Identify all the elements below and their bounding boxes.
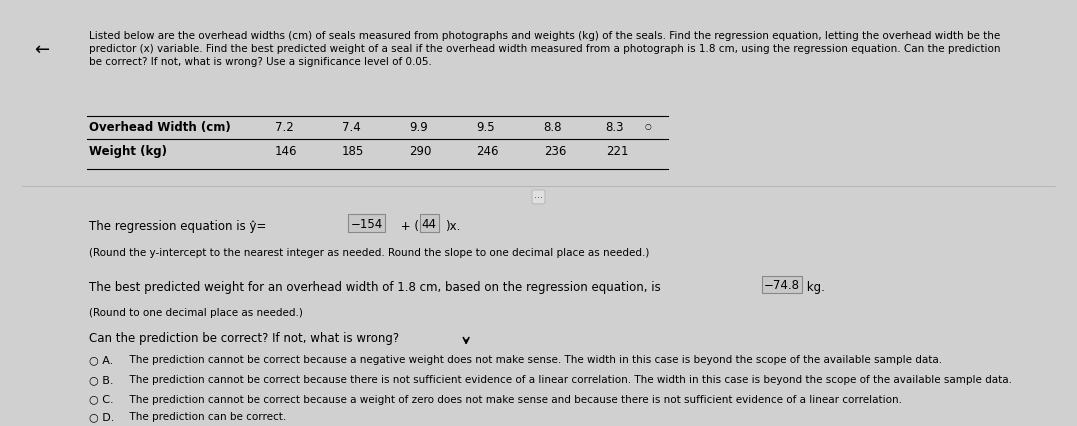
Text: 221: 221 <box>605 145 628 158</box>
Text: 44: 44 <box>422 217 436 230</box>
Text: ○ D.: ○ D. <box>88 412 114 421</box>
Text: ○: ○ <box>645 122 652 131</box>
Text: 290: 290 <box>409 145 432 158</box>
Text: The prediction can be correct.: The prediction can be correct. <box>123 412 286 421</box>
Text: −74.8: −74.8 <box>764 279 800 291</box>
Text: 246: 246 <box>476 145 499 158</box>
Text: )x.: )x. <box>446 219 461 232</box>
Text: kg.: kg. <box>803 280 825 294</box>
Text: ○ C.: ○ C. <box>88 394 113 404</box>
Text: (Round to one decimal place as needed.): (Round to one decimal place as needed.) <box>88 307 303 317</box>
Text: 146: 146 <box>275 145 297 158</box>
Text: 9.9: 9.9 <box>409 121 428 134</box>
Text: The best predicted weight for an overhead width of 1.8 cm, based on the regressi: The best predicted weight for an overhea… <box>88 280 665 294</box>
Text: 185: 185 <box>342 145 364 158</box>
Text: ○ A.: ○ A. <box>88 354 113 364</box>
Text: The prediction cannot be correct because there is not sufficient evidence of a l: The prediction cannot be correct because… <box>123 374 1012 385</box>
Text: ···: ··· <box>534 193 543 202</box>
Text: 9.5: 9.5 <box>476 121 495 134</box>
Text: 8.3: 8.3 <box>605 121 625 134</box>
Text: ←: ← <box>34 41 50 59</box>
Text: 7.2: 7.2 <box>275 121 294 134</box>
Text: Can the prediction be correct? If not, what is wrong?: Can the prediction be correct? If not, w… <box>88 331 398 345</box>
Text: Weight (kg): Weight (kg) <box>88 145 167 158</box>
Text: −154: −154 <box>350 217 382 230</box>
Text: The prediction cannot be correct because a weight of zero does not make sense an: The prediction cannot be correct because… <box>123 394 901 404</box>
Text: 236: 236 <box>544 145 567 158</box>
Text: 7.4: 7.4 <box>342 121 361 134</box>
Text: Listed below are the overhead widths (cm) of seals measured from photographs and: Listed below are the overhead widths (cm… <box>88 31 1001 67</box>
Text: ○ B.: ○ B. <box>88 374 113 385</box>
Text: + (: + ( <box>396 219 419 232</box>
Text: Overhead Width (cm): Overhead Width (cm) <box>88 121 230 134</box>
Text: (Round the y-intercept to the nearest integer as needed. Round the slope to one : (Round the y-intercept to the nearest in… <box>88 247 649 257</box>
Text: The prediction cannot be correct because a negative weight does not make sense. : The prediction cannot be correct because… <box>123 354 942 364</box>
Text: 8.8: 8.8 <box>544 121 562 134</box>
Text: The regression equation is ŷ=: The regression equation is ŷ= <box>88 219 270 232</box>
